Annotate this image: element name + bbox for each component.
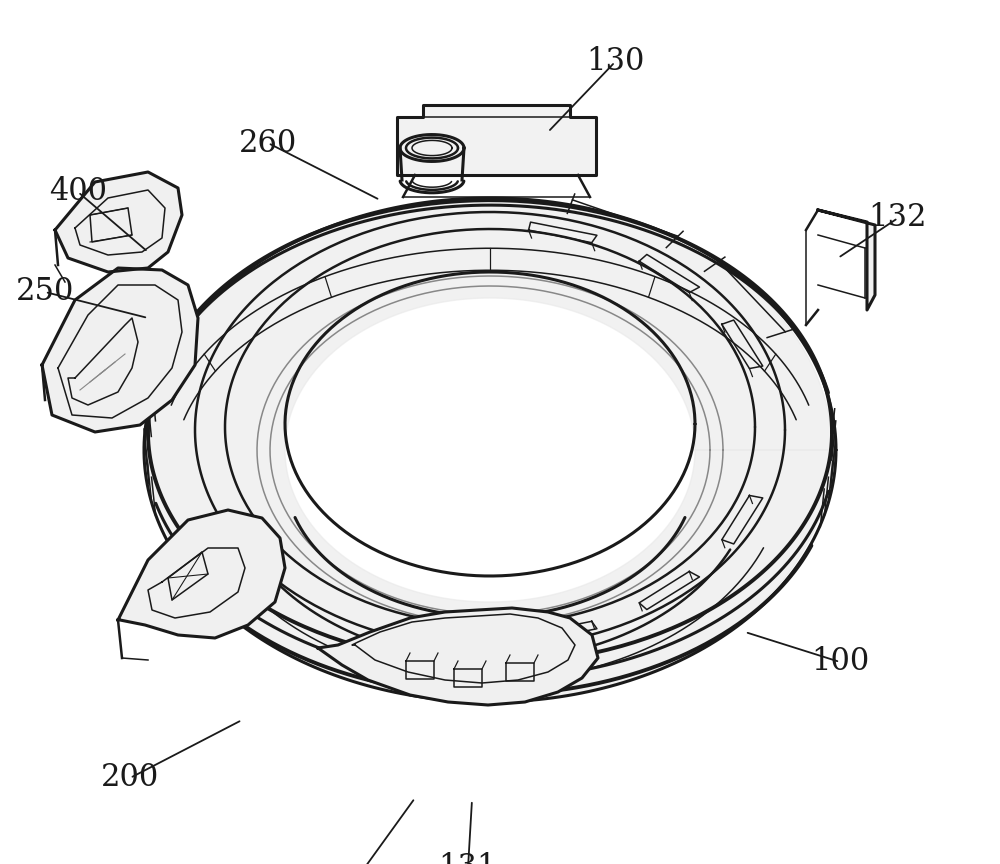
Text: 130: 130 (586, 47, 644, 78)
Polygon shape (42, 268, 198, 432)
Text: 400: 400 (49, 176, 107, 207)
Polygon shape (818, 210, 875, 310)
Polygon shape (397, 105, 596, 175)
Text: 250: 250 (16, 276, 74, 308)
Polygon shape (148, 198, 832, 702)
Polygon shape (118, 510, 285, 638)
Text: 200: 200 (101, 763, 159, 793)
Text: 132: 132 (869, 202, 927, 233)
Text: 100: 100 (811, 646, 869, 677)
Polygon shape (318, 608, 598, 705)
Text: 131: 131 (439, 853, 497, 864)
Text: 260: 260 (239, 128, 297, 158)
Polygon shape (55, 172, 182, 272)
